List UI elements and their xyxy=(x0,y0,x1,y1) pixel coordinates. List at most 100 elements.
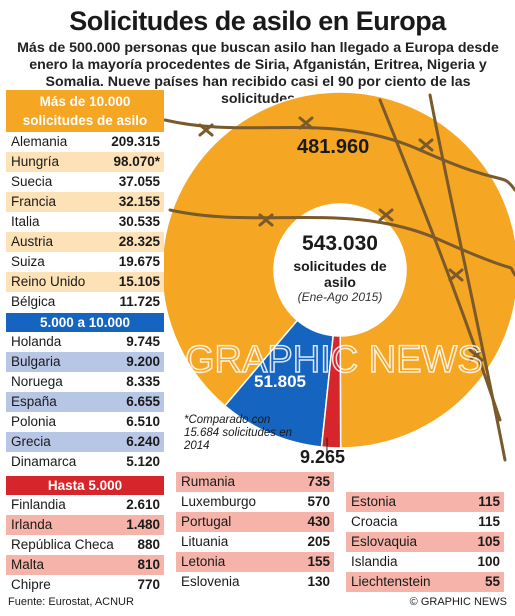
country-value: 6.510 xyxy=(126,414,160,429)
table-small-3: Estonia 115 Croacia 115 Eslovaquia 105 Islandi… xyxy=(346,492,504,592)
country-value: 810 xyxy=(137,557,160,572)
table-row: Liechtenstein 55 xyxy=(346,572,504,592)
country-name: Eslovaquia xyxy=(351,534,418,549)
country-name: Bélgica xyxy=(11,294,56,309)
footnote: *Comparado con 15.684 solicitudes en 201… xyxy=(184,414,293,452)
header-group-mid: 5.000 a 10.000 xyxy=(6,313,164,332)
country-name: Holanda xyxy=(11,334,62,349)
page-title: Solicitudes de asilo en Europa xyxy=(69,6,446,36)
country-value: 19.675 xyxy=(118,254,160,269)
country-value: 6.240 xyxy=(126,434,160,449)
country-value: 32.155 xyxy=(118,194,160,209)
country-name: Grecia xyxy=(11,434,51,449)
country-name: Croacia xyxy=(351,514,398,529)
table-row: Malta 810 xyxy=(6,555,164,575)
table-row: Eslovenia 130 xyxy=(176,572,334,592)
country-name: Islandia xyxy=(351,554,398,569)
country-name: Chipre xyxy=(11,577,51,592)
country-value: 1.480 xyxy=(126,517,160,532)
country-name: Francia xyxy=(11,194,57,209)
country-name: Luxemburgo xyxy=(181,494,257,509)
table-small-2: Rumania 735 Luxemburgo 570 Portugal 430 Lituan… xyxy=(176,472,334,592)
country-value: 8.335 xyxy=(126,374,160,389)
country-value: 430 xyxy=(307,514,330,529)
country-value: 9.745 xyxy=(126,334,160,349)
country-value: 155 xyxy=(307,554,330,569)
country-value: 209.315 xyxy=(111,134,160,149)
table-row: Irlanda 1.480 xyxy=(6,515,164,535)
watermark: GRAPHIC NEWS xyxy=(185,339,483,381)
table-row: Reino Unido 15.105 xyxy=(6,272,164,292)
copyright: © GRAPHIC NEWS xyxy=(409,596,507,608)
country-name: Polonia xyxy=(11,414,57,429)
table-row: Chipre 770 xyxy=(6,575,164,595)
group-large-rows: Alemania 209.315 Hungría 98.070* Suecia 37.05… xyxy=(6,132,164,312)
slice-label-orange: 481.960 xyxy=(297,136,370,158)
table-row: España 6.655 xyxy=(6,392,164,412)
table-row: Suecia 37.055 xyxy=(6,172,164,192)
country-value: 28.325 xyxy=(118,234,160,249)
country-value: 11.725 xyxy=(119,294,160,309)
country-name: Liechtenstein xyxy=(351,574,431,589)
table-row: Bulgaria 9.200 xyxy=(6,352,164,372)
source: Fuente: Eurostat, ACNUR xyxy=(8,596,134,608)
country-value: 37.055 xyxy=(118,174,160,189)
country-name: Eslovenia xyxy=(181,574,240,589)
country-value: 55 xyxy=(484,574,500,589)
country-name: Austria xyxy=(11,234,54,249)
table-row: Finlandia 2.610 xyxy=(6,495,164,515)
country-name: República Checa xyxy=(11,537,114,552)
country-value: 6.655 xyxy=(126,394,160,409)
country-name: Finlandia xyxy=(11,497,66,512)
table-row: Rumania 735 xyxy=(176,472,334,492)
country-value: 115 xyxy=(478,494,500,509)
country-name: Hungría xyxy=(11,154,60,169)
country-value: 30.535 xyxy=(118,214,160,229)
header-group-large: Más de 10.000 solicitudes de asilo xyxy=(6,90,164,132)
table-row: República Checa 880 xyxy=(6,535,164,555)
country-value: 735 xyxy=(307,474,330,489)
table-row: Alemania 209.315 xyxy=(6,132,164,152)
country-name: Portugal xyxy=(181,514,232,529)
country-value: 770 xyxy=(137,577,160,592)
table-row: Italia 30.535 xyxy=(6,212,164,232)
table-row: Bélgica 11.725 xyxy=(6,292,164,312)
center-period: (Ene-Ago 2015) xyxy=(297,290,383,304)
country-name: Lituania xyxy=(181,534,229,549)
group-mid-rows: Holanda 9.745 Bulgaria 9.200 Noruega 8.335 Esp… xyxy=(6,332,164,472)
country-value: 2.610 xyxy=(126,497,160,512)
country-name: Suiza xyxy=(11,254,45,269)
country-value: 98.070* xyxy=(113,154,160,169)
country-name: Noruega xyxy=(11,374,63,389)
country-name: Dinamarca xyxy=(11,454,77,469)
table-row: Dinamarca 5.120 xyxy=(6,452,164,472)
country-value: 880 xyxy=(137,537,160,552)
table-row: Croacia 115 xyxy=(346,512,504,532)
country-value: 130 xyxy=(307,574,330,589)
table-row: Holanda 9.745 xyxy=(6,332,164,352)
center-label: solicitudes de asilo xyxy=(293,258,387,290)
table-row: Polonia 6.510 xyxy=(6,412,164,432)
table-row: Francia 32.155 xyxy=(6,192,164,212)
country-value: 9.200 xyxy=(126,354,160,369)
country-value: 100 xyxy=(477,554,500,569)
table-row: Portugal 430 xyxy=(176,512,334,532)
country-name: Malta xyxy=(11,557,45,572)
table-row: Islandia 100 xyxy=(346,552,504,572)
country-name: Rumania xyxy=(181,474,236,489)
table-row: Letonia 155 xyxy=(176,552,334,572)
center-total: 543.030 xyxy=(302,232,378,255)
country-value: 570 xyxy=(307,494,330,509)
country-name: Italia xyxy=(11,214,40,229)
donut-hole xyxy=(274,204,406,336)
slice-label-red: 9.265 xyxy=(300,447,346,467)
subtitle: Más de 500.000 personas que buscan asilo… xyxy=(17,40,499,107)
table-row: Austria 28.325 xyxy=(6,232,164,252)
slice-label-blue: 51.805 xyxy=(254,372,306,391)
group-small-rows: Finlandia 2.610 Irlanda 1.480 República Chec… xyxy=(6,495,164,595)
barbed-wire-illustration xyxy=(163,93,515,462)
table-row: Suiza 19.675 xyxy=(6,252,164,272)
country-name: España xyxy=(11,394,57,409)
header-group-small: Hasta 5.000 xyxy=(6,476,164,495)
